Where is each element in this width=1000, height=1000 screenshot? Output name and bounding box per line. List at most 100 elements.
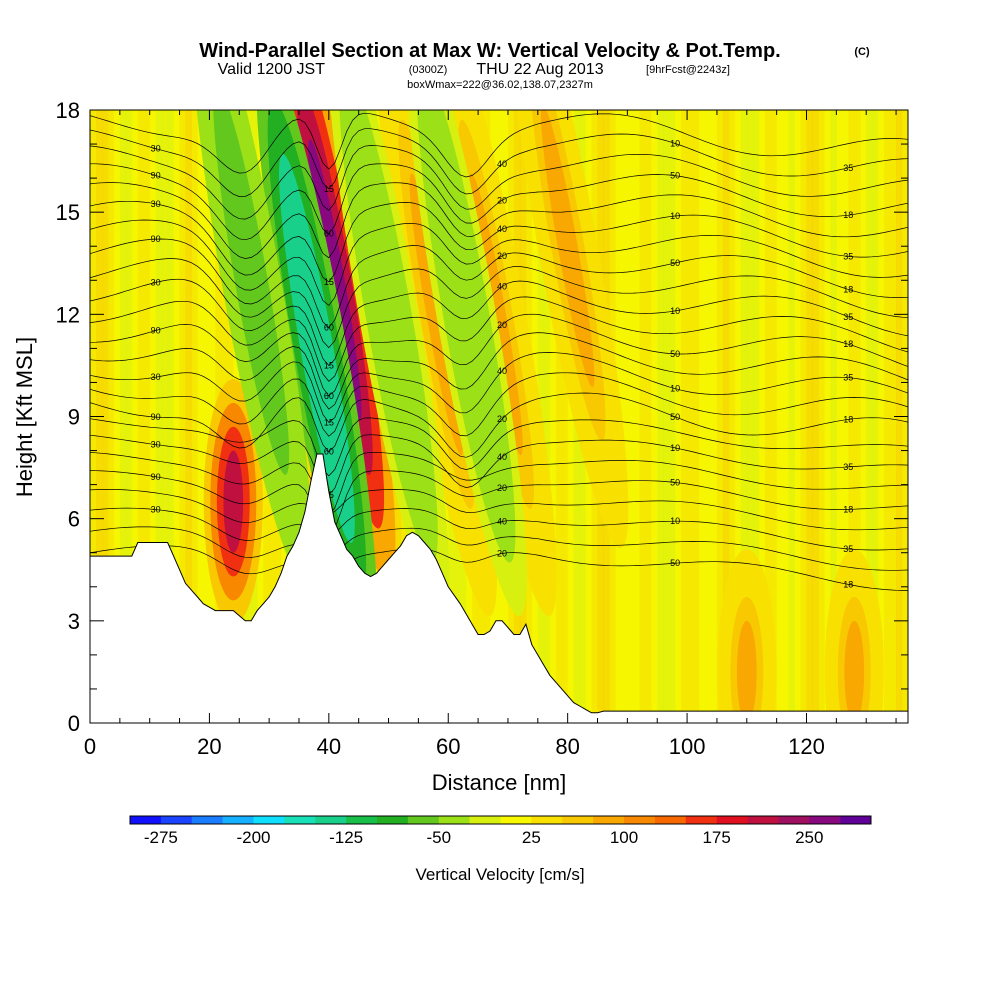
colorbar-swatch <box>377 816 409 824</box>
velocity-column <box>191 110 198 723</box>
velocity-column <box>860 110 867 723</box>
velocity-column <box>746 110 754 723</box>
velocity-column <box>645 110 652 723</box>
contour-label: 20 <box>497 251 507 261</box>
pot-temp-contour <box>90 545 908 591</box>
y-tick-label: 0 <box>68 711 80 736</box>
velocity-column <box>764 110 772 723</box>
velocity-column <box>167 110 175 723</box>
colorbar-swatch <box>685 816 717 824</box>
contour-label: 35 <box>843 462 853 472</box>
colorbar-tick-label: -125 <box>329 828 363 847</box>
velocity-column <box>119 110 127 723</box>
contour-label: 30 <box>151 372 161 382</box>
y-axis-label: Height [Kft MSL] <box>12 337 37 497</box>
colorbar-swatch <box>593 816 625 824</box>
velocity-column <box>770 110 778 723</box>
pot-temp-contours <box>90 112 908 591</box>
pot-temp-contour <box>90 128 908 197</box>
velocity-cell <box>736 620 757 723</box>
contour-label: 18 <box>843 579 853 589</box>
contour-label: 15 <box>324 417 334 427</box>
pot-temp-contour <box>90 392 908 458</box>
velocity-column <box>788 110 796 723</box>
contour-label: 50 <box>670 558 680 568</box>
contour-label: 20 <box>497 320 507 330</box>
colorbar-swatch <box>840 816 872 824</box>
colorbar-frame <box>129 815 872 825</box>
pot-temp-contour <box>90 352 908 423</box>
pot-temp-contour <box>90 417 908 477</box>
velocity-column <box>173 110 181 723</box>
colorbar-tick-label: -200 <box>236 828 270 847</box>
pot-temp-contour <box>90 258 908 349</box>
contour-label: 20 <box>497 195 507 205</box>
pot-temp-contour <box>90 163 908 241</box>
valid-date: THU 22 Aug 2013 <box>476 61 603 78</box>
velocity-column <box>782 110 790 723</box>
x-axis: 0 20 40 60 80 100 120 <box>84 110 897 759</box>
contour-label: 40 <box>497 159 507 169</box>
pot-temp-contour <box>90 526 908 571</box>
colorbar-swatch <box>284 816 316 824</box>
velocity-column <box>627 110 634 723</box>
pot-temp-contour <box>90 296 908 382</box>
pot-temp-contour <box>90 451 908 516</box>
colorbar-swatch <box>315 816 347 824</box>
velocity-column <box>818 110 825 723</box>
velocity-column <box>101 110 109 723</box>
colorbar-tick-label: 250 <box>795 828 823 847</box>
contour-label: 60 <box>324 391 334 401</box>
contour-label: 60 <box>324 322 334 332</box>
velocity-cell <box>540 110 595 388</box>
y-tick-label: 9 <box>68 405 80 430</box>
contour-label: 50 <box>670 258 680 268</box>
velocity-column <box>669 110 676 723</box>
velocity-column <box>794 110 802 723</box>
contour-label: 50 <box>670 349 680 359</box>
valid-time: Valid 1200 JST <box>218 61 326 78</box>
forecast-info: [9hrFcst@2243z] <box>646 64 730 76</box>
pot-temp-contour <box>90 145 908 220</box>
velocity-column <box>149 110 157 723</box>
pot-temp-contour <box>90 182 908 259</box>
x-tick-label: 0 <box>84 734 96 759</box>
contour-label: 20 <box>497 483 507 493</box>
velocity-column <box>752 110 760 723</box>
velocity-column <box>651 110 658 723</box>
contour-label: 10 <box>670 211 680 221</box>
pot-temp-contour <box>90 332 908 410</box>
velocity-column <box>639 110 646 723</box>
velocity-column <box>675 110 682 723</box>
contour-label: 18 <box>843 284 853 294</box>
pot-temp-contour <box>90 507 908 551</box>
velocity-column <box>866 110 873 723</box>
velocity-cell <box>439 173 493 456</box>
colorbar-swatch <box>469 816 501 824</box>
contour-label: 50 <box>670 171 680 181</box>
chart-title: Wind-Parallel Section at Max W: Vertical… <box>199 40 780 62</box>
colorbar-tick-label: 100 <box>610 828 638 847</box>
colorbar-swatch <box>222 816 254 824</box>
colorbar-swatch <box>130 816 162 824</box>
velocity-column <box>716 110 724 723</box>
velocity-column <box>555 110 563 723</box>
contour-label: 90 <box>151 326 161 336</box>
velocity-column <box>800 110 807 723</box>
contour-label: 15 <box>324 361 334 371</box>
colorbar-swatch <box>624 816 656 824</box>
pot-temp-contour <box>90 200 908 283</box>
contour-label: 35 <box>843 251 853 261</box>
contour-label: 30 <box>151 505 161 515</box>
pot-temp-contour <box>90 278 908 367</box>
velocity-column <box>131 110 139 723</box>
colorbar-tick-label: 25 <box>522 828 541 847</box>
contour-label: 30 <box>151 144 161 154</box>
contour-label: 15 <box>324 184 334 194</box>
contour-label: 15 <box>324 277 334 287</box>
colorbar-swatch <box>531 816 563 824</box>
colorbar-swatch <box>716 816 748 824</box>
colorbar-tick-label: 175 <box>702 828 730 847</box>
contour-label: 40 <box>497 366 507 376</box>
velocity-column <box>107 110 115 723</box>
